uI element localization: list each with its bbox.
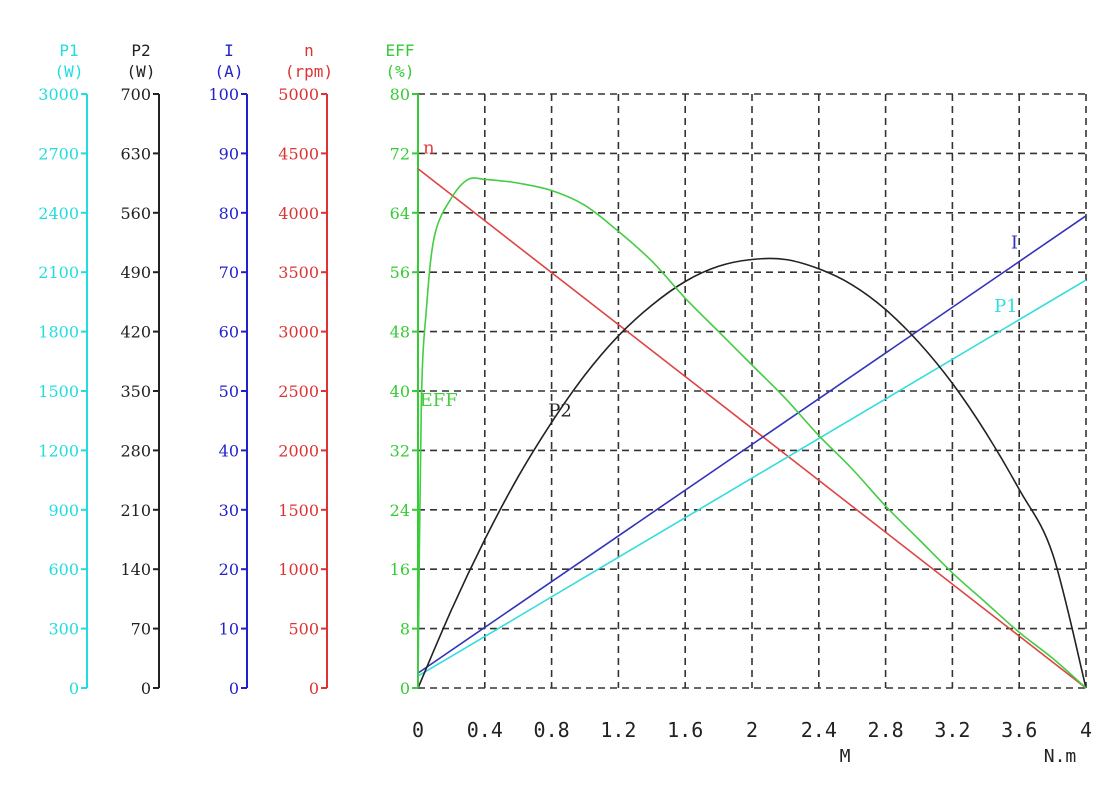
series-label-n: n — [423, 137, 435, 158]
axis-unit-eff: (%) — [386, 62, 415, 81]
tick-label-p1: 300 — [48, 620, 79, 639]
tick-label-n: 3500 — [278, 263, 319, 282]
tick-label-n: 1500 — [278, 501, 319, 520]
x-tick-label: 4 — [1080, 718, 1092, 742]
axis-unit-p2: (W) — [127, 62, 156, 81]
tick-label-i: 20 — [219, 560, 239, 579]
tick-label-eff: 48 — [390, 323, 410, 342]
series-line-p1 — [417, 279, 1087, 677]
series-label-eff: EFF — [420, 390, 458, 411]
tick-label-eff: 40 — [390, 382, 410, 401]
tick-label-p2: 490 — [120, 263, 151, 282]
tick-label-eff: 0 — [400, 679, 410, 698]
tick-label-p1: 600 — [48, 560, 79, 579]
tick-label-i: 40 — [219, 441, 239, 460]
x-tick-label: 3.6 — [1001, 718, 1037, 742]
tick-label-n: 2000 — [278, 441, 319, 460]
x-tick-label: 3.2 — [934, 718, 970, 742]
tick-label-eff: 80 — [390, 85, 410, 104]
tick-label-n: 0 — [309, 679, 319, 698]
tick-label-p1: 2400 — [38, 204, 79, 223]
tick-label-p2: 0 — [141, 679, 151, 698]
tick-label-i: 90 — [219, 144, 239, 163]
axis-title-i: I — [224, 41, 234, 60]
tick-label-p1: 0 — [69, 679, 79, 698]
tick-label-p2: 420 — [120, 323, 151, 342]
tick-label-i: 0 — [229, 679, 239, 698]
series-line-n — [417, 168, 1087, 689]
tick-label-i: 70 — [219, 263, 239, 282]
tick-label-n: 4000 — [278, 204, 319, 223]
x-tick-label: 1.2 — [600, 718, 636, 742]
tick-label-eff: 16 — [390, 560, 410, 579]
x-tick-label: 0.8 — [534, 718, 570, 742]
tick-label-p1: 2700 — [38, 144, 79, 163]
x-tick-label: 1.6 — [667, 718, 703, 742]
series-line-eff — [417, 177, 1087, 689]
tick-label-n: 3000 — [278, 323, 319, 342]
tick-label-p1: 1200 — [38, 441, 79, 460]
tick-label-p1: 2100 — [38, 263, 79, 282]
tick-label-i: 10 — [219, 620, 239, 639]
tick-label-p2: 700 — [120, 85, 151, 104]
series-line-i — [417, 215, 1087, 674]
series-label-p2: P2 — [548, 400, 572, 421]
axis-title-p1: P1 — [59, 41, 78, 60]
series-label-i: I — [1011, 232, 1018, 253]
tick-label-i: 60 — [219, 323, 239, 342]
tick-label-p1: 1500 — [38, 382, 79, 401]
tick-label-eff: 8 — [400, 620, 410, 639]
tick-label-i: 50 — [219, 382, 239, 401]
series-label-p1: P1 — [994, 296, 1018, 317]
tick-label-p2: 350 — [120, 382, 151, 401]
tick-label-eff: 64 — [390, 204, 410, 223]
tick-label-p2: 140 — [120, 560, 151, 579]
tick-label-p1: 1800 — [38, 323, 79, 342]
tick-label-p2: 210 — [120, 501, 151, 520]
tick-label-p1: 900 — [48, 501, 79, 520]
tick-label-eff: 72 — [390, 144, 410, 163]
tick-label-p2: 280 — [120, 441, 151, 460]
axis-title-eff: EFF — [386, 41, 415, 60]
tick-label-p2: 70 — [131, 620, 151, 639]
x-tick-label: 2.8 — [868, 718, 904, 742]
axis-unit-p1: (W) — [55, 62, 84, 81]
tick-label-p2: 560 — [120, 204, 151, 223]
axis-unit-n: (rpm) — [285, 62, 333, 81]
x-tick-label: 2.4 — [801, 718, 837, 742]
tick-label-i: 100 — [208, 85, 239, 104]
tick-label-n: 2500 — [278, 382, 319, 401]
x-axis-label: M — [840, 746, 851, 767]
tick-label-n: 4500 — [278, 144, 319, 163]
tick-label-eff: 24 — [390, 501, 410, 520]
tick-label-n: 1000 — [278, 560, 319, 579]
axis-title-p2: P2 — [131, 41, 150, 60]
x-axis-unit: N.m — [1044, 746, 1077, 767]
tick-label-n: 500 — [288, 620, 319, 639]
x-tick-label: 0.4 — [467, 718, 503, 742]
axis-title-n: n — [304, 41, 314, 60]
tick-label-i: 80 — [219, 204, 239, 223]
tick-label-p2: 630 — [120, 144, 151, 163]
x-tick-label: 0 — [412, 718, 424, 742]
series-line-p2 — [417, 257, 1087, 689]
tick-label-p1: 3000 — [38, 85, 79, 104]
tick-label-eff: 32 — [390, 441, 410, 460]
tick-label-eff: 56 — [390, 263, 410, 282]
x-tick-label: 2 — [746, 718, 758, 742]
tick-label-n: 5000 — [278, 85, 319, 104]
axis-unit-i: (A) — [215, 62, 244, 81]
tick-label-i: 30 — [219, 501, 239, 520]
